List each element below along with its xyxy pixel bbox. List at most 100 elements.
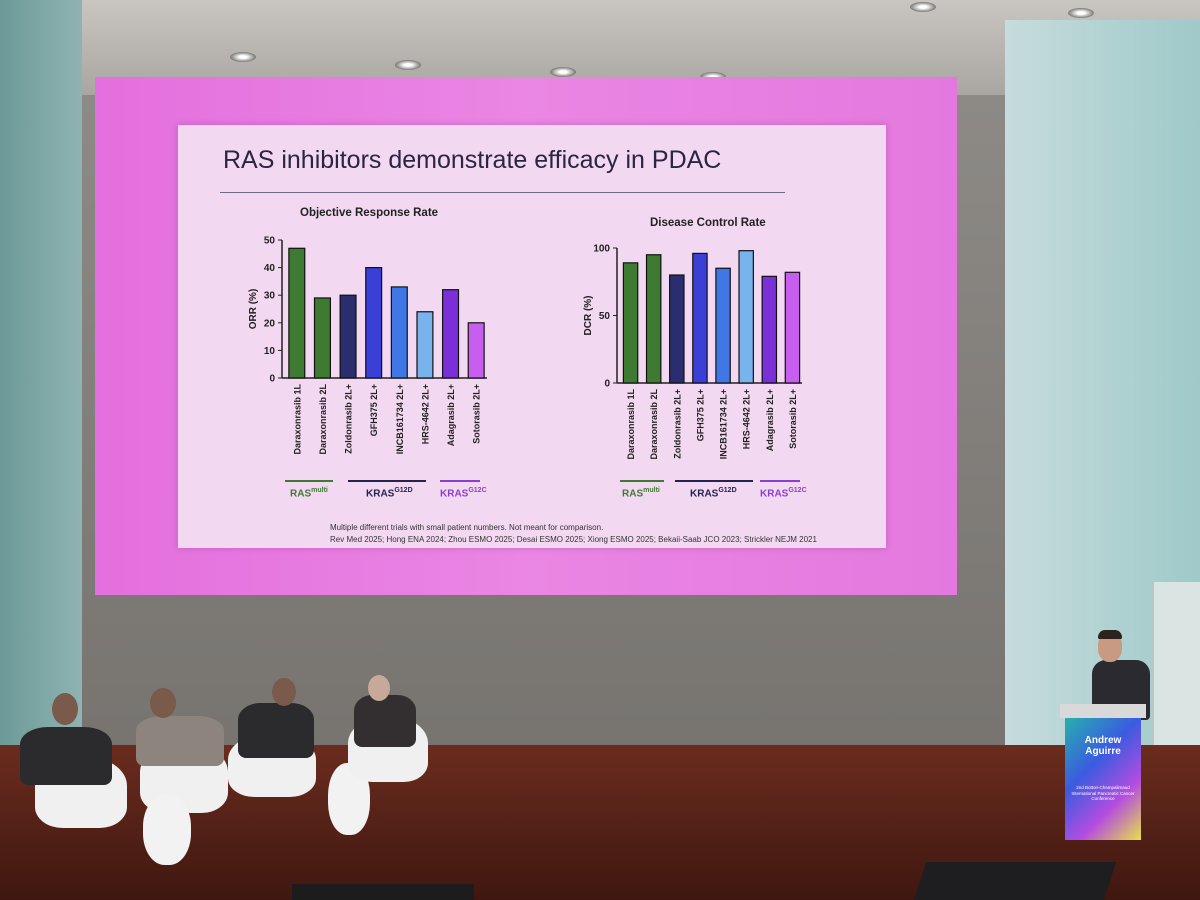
speaker-hair	[1098, 630, 1122, 639]
audience-member	[136, 716, 224, 766]
group-label-ras-multi-dcr: RASmulti	[622, 487, 660, 499]
podium-conference-name: 2nd Botton-Champalimaud International Pa…	[1071, 785, 1135, 801]
y-tick-label: 20	[264, 318, 276, 329]
y-tick-label: 30	[264, 291, 276, 302]
group-underline-ras-multi-dcr	[620, 480, 664, 482]
group-underline-kras-g12c-dcr	[760, 480, 800, 482]
group-label-kras-g12d: KRASG12D	[366, 487, 413, 499]
bar	[784, 271, 801, 384]
x-tick-label: Sotorasib 2L+	[788, 389, 798, 449]
x-tick-label: Daraxonrasib 2L	[318, 384, 328, 455]
bar	[339, 294, 357, 379]
x-tick-label: INCB161734 2L+	[395, 384, 405, 454]
group-label-kras-g12c-dcr: KRASG12C	[760, 487, 807, 499]
x-tick-label: Daraxonrasib 1L	[626, 389, 636, 460]
x-tick-label: Daraxonrasib 2L	[649, 389, 659, 460]
x-tick-label: Adagrasib 2L+	[446, 384, 456, 446]
bar	[692, 252, 708, 384]
ceiling-light	[550, 67, 576, 77]
group-underline-kras-g12c	[440, 480, 480, 482]
ceiling-light	[230, 52, 256, 62]
y-tick-label: 40	[264, 263, 276, 274]
podium-top	[1060, 704, 1146, 718]
group-label-kras-g12d-dcr: KRASG12D	[690, 487, 737, 499]
bar	[715, 267, 731, 384]
y-tick-label: 100	[593, 244, 610, 255]
group-underline-kras-g12d	[348, 480, 426, 482]
slide-title: RAS inhibitors demonstrate efficacy in P…	[223, 146, 722, 174]
podium-speaker-name: Andrew Aguirre	[1068, 735, 1138, 757]
y-axis-label: DCR (%)	[583, 296, 594, 336]
bar	[365, 266, 383, 379]
ceiling-light	[395, 60, 421, 70]
audience-head	[150, 688, 176, 718]
bar	[288, 247, 306, 379]
y-axis-label: ORR (%)	[248, 289, 259, 330]
stage-monitor	[913, 862, 1117, 900]
audience-head	[272, 678, 296, 706]
left-wall	[0, 0, 82, 830]
podium-name-line: Andrew	[1084, 735, 1122, 746]
bar	[416, 311, 434, 379]
y-tick-label: 0	[604, 379, 610, 390]
group-underline-ras-multi	[285, 480, 333, 482]
y-tick-label: 0	[269, 374, 275, 385]
audience-member	[354, 695, 416, 747]
bar	[645, 254, 662, 384]
stage-box	[292, 884, 474, 900]
x-tick-label: Daraxonrasib 1L	[292, 384, 302, 455]
bar	[622, 262, 639, 384]
orr-chart-title: Objective Response Rate	[300, 207, 439, 219]
x-tick-label: Adagrasib 2L+	[765, 389, 775, 451]
x-tick-label: Sotorasib 2L+	[472, 384, 482, 444]
bar	[467, 322, 485, 379]
group-sup: G12C	[468, 487, 487, 494]
y-tick-label: 10	[264, 346, 276, 357]
ceiling-light	[910, 2, 936, 12]
x-tick-label: HRS-4642 2L+	[420, 384, 430, 444]
bar	[313, 297, 331, 379]
bar	[669, 274, 685, 384]
orr-chart: 0 10 20 30 40 50 ORR (%) Daraxonrasib 1L Daraxon…	[248, 236, 487, 455]
title-divider	[220, 192, 785, 193]
bar	[738, 250, 754, 384]
group-sup: multi	[643, 487, 660, 494]
podium-name-line: Aguirre	[1085, 746, 1121, 757]
group-label-ras-multi: RASmulti	[290, 487, 328, 499]
footnote-line: Rev Med 2025; Hong ENA 2024; Zhou ESMO 2…	[330, 535, 817, 544]
y-tick-label: 50	[599, 311, 611, 322]
group-underline-kras-g12d-dcr	[675, 480, 753, 482]
x-tick-label: HRS-4642 2L+	[742, 389, 752, 449]
x-tick-label: GFH375 2L+	[695, 389, 705, 441]
audience-member	[238, 703, 314, 758]
group-name: KRAS	[760, 488, 789, 500]
slide-footnote: Multiple different trials with small pat…	[330, 522, 817, 546]
y-tick-label: 50	[264, 236, 276, 247]
bar	[761, 275, 778, 384]
group-sup: G12D	[394, 487, 413, 494]
group-label-kras-g12c: KRASG12C	[440, 487, 487, 499]
ceiling-light	[1068, 8, 1094, 18]
audience-head	[368, 675, 390, 701]
dcr-chart-title: Disease Control Rate	[650, 217, 766, 229]
audience-member	[20, 727, 112, 785]
group-sup: G12D	[718, 487, 737, 494]
group-name: RAS	[290, 488, 312, 500]
bar	[442, 289, 460, 379]
dcr-chart: 0 50 100 DCR (%) Daraxonrasib 1L Daraxonrasib…	[583, 244, 802, 460]
x-tick-label: GFH375 2L+	[369, 384, 379, 436]
side-table	[143, 795, 191, 865]
x-tick-label: INCB161734 2L+	[719, 389, 729, 459]
podium	[1065, 710, 1141, 840]
group-name: KRAS	[366, 488, 395, 500]
footnote-line: Multiple different trials with small pat…	[330, 523, 604, 532]
group-sup: G12C	[788, 487, 807, 494]
x-tick-label: Zoldonrasib 2L+	[672, 389, 682, 459]
bar	[390, 286, 408, 379]
group-name: KRAS	[690, 488, 719, 500]
audience-head	[52, 693, 78, 725]
group-sup: multi	[311, 487, 328, 494]
group-name: KRAS	[440, 488, 469, 500]
x-tick-label: Zoldonrasib 2L+	[344, 384, 354, 454]
group-name: RAS	[622, 488, 644, 500]
